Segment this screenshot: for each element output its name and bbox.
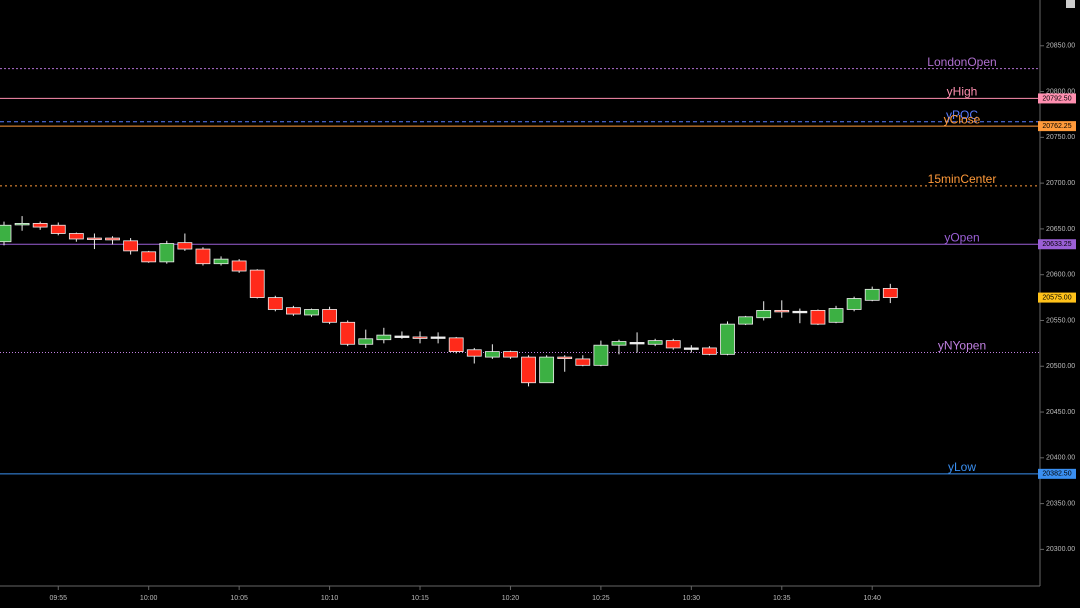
candle-body [647, 340, 663, 345]
candle-body [249, 269, 265, 298]
last-price-label: 20575.00 [1042, 294, 1071, 301]
price-tag [1038, 468, 1076, 479]
price-tag-label: 20762.25 [1042, 123, 1071, 130]
candle-body [484, 351, 500, 358]
price-tag [1038, 121, 1076, 132]
y-tick-label: 20500.00 [1046, 363, 1075, 370]
x-tick-label: 10:10 [321, 595, 339, 602]
candle-body [539, 356, 555, 384]
candle-body [593, 344, 609, 366]
candle-body [611, 341, 627, 346]
level-label: yOpen [944, 230, 979, 244]
candle-body [521, 356, 536, 384]
candle-body [286, 307, 301, 315]
candle-body [828, 308, 844, 323]
y-tick-label: 20300.00 [1046, 546, 1075, 553]
candle-body [702, 347, 717, 355]
level-label: LondonOpen [927, 55, 996, 69]
y-tick-label: 20800.00 [1046, 88, 1075, 95]
candle-body [882, 288, 898, 298]
x-tick-label: 10:30 [683, 595, 701, 602]
candle-body [557, 356, 573, 359]
x-tick-label: 10:05 [230, 595, 248, 602]
candle-body [394, 335, 410, 338]
candle-body [774, 309, 790, 313]
candle-body [177, 242, 193, 250]
price-tag-label: 20382.50 [1042, 471, 1071, 478]
candle-body [575, 358, 591, 366]
y-tick-label: 20700.00 [1046, 180, 1075, 187]
x-tick-label: 10:15 [411, 595, 429, 602]
candle-body [50, 224, 66, 234]
level-label: yPOC [946, 108, 978, 122]
candle-body [231, 260, 247, 272]
candle-body [68, 233, 84, 240]
candle-body [738, 316, 753, 325]
x-tick-label: 10:00 [140, 595, 158, 602]
candle-body [412, 336, 428, 339]
candle-body [14, 223, 30, 226]
x-tick-label: 09:55 [49, 595, 67, 602]
candle-body [141, 251, 157, 263]
candle-body [503, 351, 518, 358]
y-tick-label: 20650.00 [1046, 226, 1075, 233]
candle-body [213, 258, 229, 265]
price-tag [1038, 239, 1076, 250]
candle-body [123, 240, 139, 252]
candle-body [340, 321, 356, 345]
candle-body [720, 323, 735, 355]
candle-body [32, 223, 48, 228]
level-label: yNYopen [938, 339, 986, 353]
candle-body [864, 288, 880, 301]
level-label: 15minCenter [928, 172, 997, 186]
candle-body [430, 336, 446, 339]
y-tick-label: 20750.00 [1046, 134, 1075, 141]
candle-body [466, 349, 482, 357]
candle-body [195, 248, 211, 265]
level-label: yHigh [947, 85, 978, 99]
candle-body [448, 337, 464, 353]
y-tick-label: 20450.00 [1046, 409, 1075, 416]
y-tick-label: 20400.00 [1046, 455, 1075, 462]
candle-body [267, 297, 283, 310]
candle-body [810, 309, 826, 325]
price-tag-label: 20633.25 [1042, 241, 1071, 248]
level-label: yLow [948, 460, 976, 474]
candle-body [358, 338, 374, 345]
y-tick-label: 20550.00 [1046, 317, 1075, 324]
candle-body [846, 298, 862, 310]
candle-body [792, 310, 808, 314]
y-tick-label: 20850.00 [1046, 43, 1075, 50]
x-tick-label: 10:35 [773, 595, 791, 602]
x-tick-label: 10:20 [502, 595, 520, 602]
candle-body [665, 340, 681, 349]
y-tick-label: 20600.00 [1046, 272, 1075, 279]
candle-body [629, 342, 645, 345]
x-tick-label: 10:40 [863, 595, 881, 602]
price-tag-label: 20792.50 [1042, 95, 1071, 102]
x-tick-label: 10:25 [592, 595, 610, 602]
candle-body [87, 237, 102, 240]
corner-button[interactable] [1066, 0, 1075, 8]
y-tick-label: 20350.00 [1046, 500, 1075, 507]
candle-body [683, 347, 699, 350]
level-label: yClose [944, 112, 981, 126]
candle-body [159, 243, 175, 263]
candle-body [756, 309, 772, 319]
candle-body [105, 237, 120, 241]
price-tag [1038, 93, 1076, 104]
candle-body [376, 334, 392, 341]
candle-body [322, 309, 337, 323]
last-price-tag [1038, 292, 1076, 303]
candle-body [304, 309, 319, 316]
candle-body [0, 224, 12, 243]
